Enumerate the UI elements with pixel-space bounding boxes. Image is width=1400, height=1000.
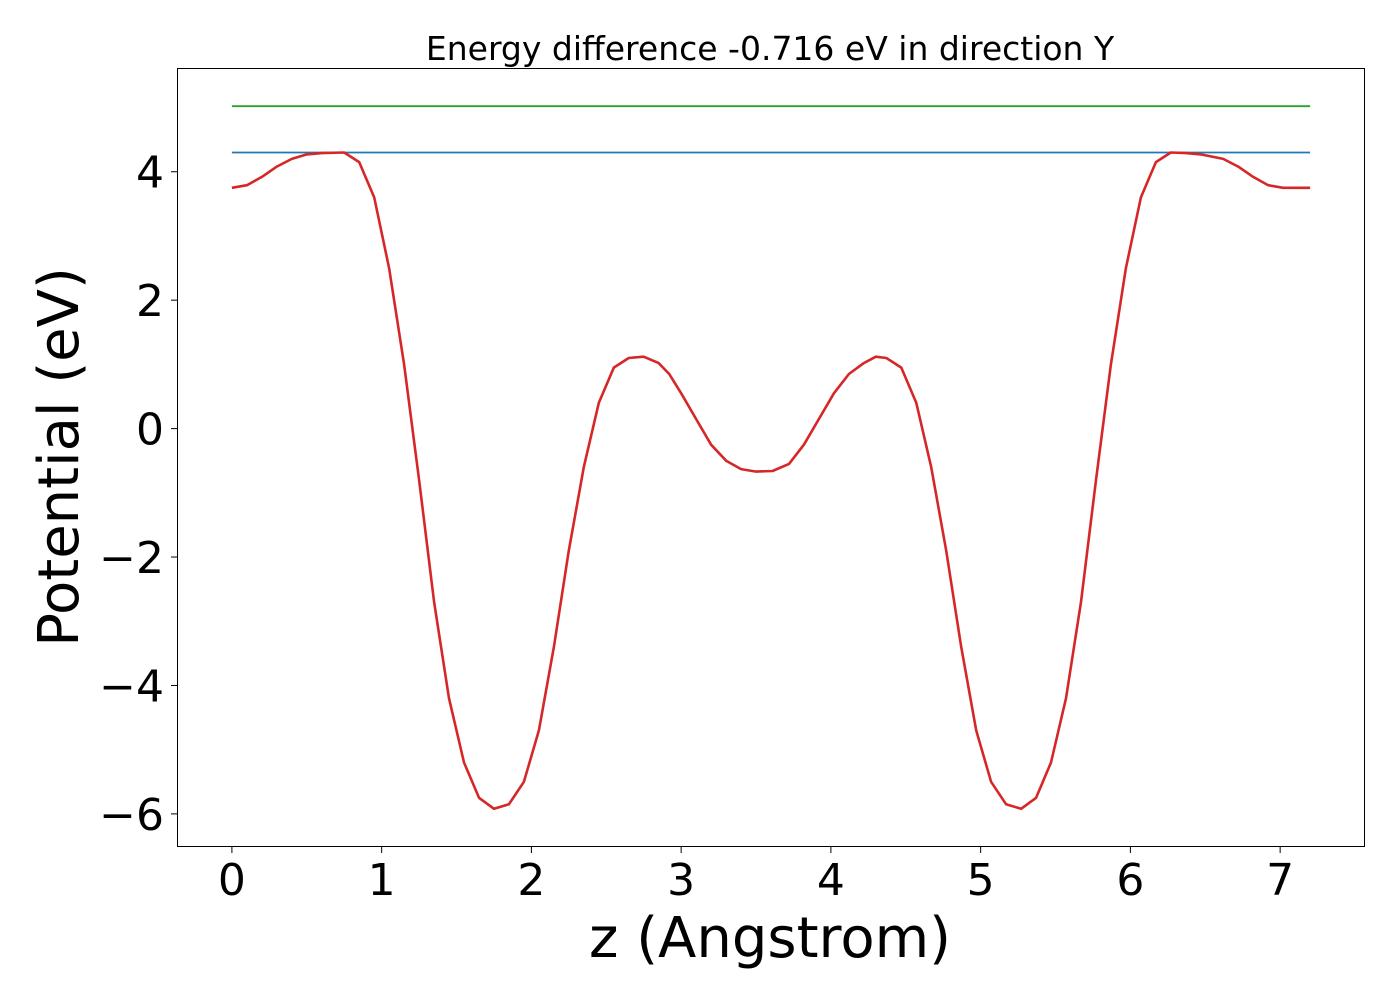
x-tick-label: 4 bbox=[817, 855, 845, 906]
y-tick-label: −6 bbox=[99, 790, 164, 841]
y-tick-label: −2 bbox=[99, 533, 164, 584]
series-layer bbox=[231, 105, 1311, 811]
x-tick-label: 2 bbox=[517, 855, 545, 906]
y-tick-label: 4 bbox=[136, 148, 164, 199]
y-tick-label: 0 bbox=[136, 405, 164, 456]
x-ticks: 0 1 2 3 4 5 6 7 bbox=[218, 846, 1294, 906]
x-tick-label: 5 bbox=[967, 855, 995, 906]
y-ticks: 4 2 0 −2 −4 −6 bbox=[99, 148, 178, 841]
y-tick-label: 2 bbox=[136, 276, 164, 327]
x-tick-label: 3 bbox=[667, 855, 695, 906]
y-tick-label: −4 bbox=[99, 661, 164, 712]
x-tick-label: 1 bbox=[368, 855, 396, 906]
x-tick-label: 0 bbox=[218, 855, 246, 906]
series-line-0 bbox=[231, 151, 1311, 811]
chart-title: Energy difference -0.716 eV in direction… bbox=[426, 29, 1115, 68]
x-tick-label: 7 bbox=[1266, 855, 1294, 906]
plot-frame bbox=[177, 68, 1365, 847]
y-axis-title: Potential (eV) bbox=[27, 267, 92, 647]
x-tick-label: 6 bbox=[1116, 855, 1144, 906]
x-axis-title: z (Angstrom) bbox=[589, 906, 951, 971]
